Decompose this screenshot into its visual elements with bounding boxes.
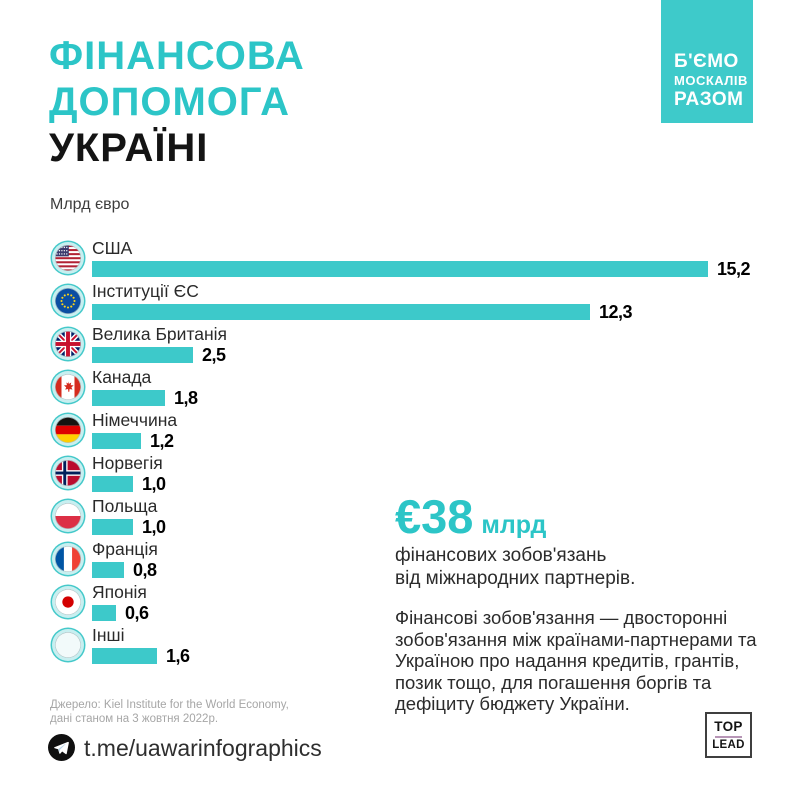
toplead-logo-divider: [715, 735, 742, 738]
badge-line-3: РАЗОМ: [674, 89, 744, 110]
value-bar: [92, 390, 165, 406]
badge-line-1: Б'ЄМО: [674, 51, 739, 72]
value-label: 1,2: [150, 431, 174, 451]
country-label: Японія: [92, 582, 147, 602]
value-label: 1,0: [142, 517, 166, 537]
value-bar: [92, 304, 590, 320]
chart-row: Велика Британія 2,5: [0, 324, 800, 367]
battle-cry-badge: Б'ЄМО МОСКАЛІВ РАЗОМ: [661, 0, 753, 123]
country-label: Інші: [92, 625, 125, 645]
jp-flag-icon: [55, 589, 81, 615]
page-title: ФІНАНСОВА ДОПОМОГА УКРАЇНІ: [49, 33, 305, 171]
value-label: 15,2: [717, 259, 751, 279]
value-label: 1,8: [174, 388, 198, 408]
value-bar: [92, 605, 116, 621]
us-flag-icon: [55, 245, 81, 271]
pl-flag-icon: [55, 503, 81, 529]
value-label: 12,3: [599, 302, 633, 322]
toplead-logo-bottom: LEAD: [712, 739, 745, 751]
battle-cry-text: Б'ЄМО МОСКАЛІВ РАЗОМ: [674, 51, 748, 111]
chart-row: Канада 1,8: [0, 367, 800, 410]
value-label: 0,8: [133, 560, 157, 580]
telegram-link[interactable]: t.me/uawarinfographics: [84, 735, 322, 761]
chart-row: США 15,2: [0, 238, 800, 281]
value-label: 0,6: [125, 603, 149, 623]
total-amount-row: €38 млрд: [395, 489, 791, 544]
toplead-logo: TOP LEAD: [705, 712, 752, 758]
country-label: Канада: [92, 367, 152, 387]
total-callout: €38 млрд фінансових зобов'язань від міжна…: [395, 489, 791, 715]
value-label: 2,5: [202, 345, 226, 365]
chart-row: Франція 0,8: [0, 539, 800, 582]
fr-flag-icon: [55, 546, 81, 572]
value-bar: [92, 476, 133, 492]
total-amount: €38: [395, 490, 474, 543]
value-label: 1,6: [166, 646, 190, 666]
country-label: Інституції ЄС: [92, 281, 199, 301]
value-bar: [92, 562, 124, 578]
other-flag-icon: [55, 632, 81, 658]
source-line-2: дані станом на 3 жовтня 2022р.: [50, 713, 219, 725]
value-bar: [92, 648, 157, 664]
definition-paragraph: Фінансові зобов'язання — двосторонні зоб…: [395, 607, 757, 714]
chart-row: Польща 1,0: [0, 496, 800, 539]
value-bar: [92, 433, 141, 449]
no-flag-icon: [55, 460, 81, 486]
country-label: Франція: [92, 539, 158, 559]
value-bar: [92, 519, 133, 535]
value-bar: [92, 261, 708, 277]
chart-row: Німеччина 1,2: [0, 410, 800, 453]
title-line-1: ФІНАНСОВА: [49, 34, 305, 78]
chart-row: Інші 1,6: [0, 625, 800, 668]
country-label: Велика Британія: [92, 324, 228, 344]
chart-row: Норвегія 1,0: [0, 453, 800, 496]
total-amount-unit: млрд: [481, 511, 547, 539]
telegram-icon: [48, 734, 75, 761]
country-label: США: [92, 238, 133, 258]
chart-row: Інституції ЄС 12,3: [0, 281, 800, 324]
source-note: Джерело: Kiel Institute for the World Ec…: [50, 698, 289, 726]
country-label: Норвегія: [92, 453, 163, 473]
gb-flag-icon: [55, 331, 81, 357]
value-label: 1,0: [142, 474, 166, 494]
title-line-3: УКРАЇНІ: [49, 126, 209, 170]
value-bar: [92, 347, 193, 363]
toplead-logo-top: TOP: [714, 719, 743, 734]
title-line-2: ДОПОМОГА: [49, 80, 290, 124]
ca-flag-icon: [55, 374, 81, 400]
badge-line-2: МОСКАЛІВ: [674, 73, 748, 88]
country-label: Польща: [92, 496, 158, 516]
callout-line-2: від міжнародних партнерів.: [395, 568, 636, 589]
units-label: Млрд євро: [50, 196, 130, 213]
country-label: Німеччина: [92, 410, 178, 430]
callout-line-1: фінансових зобов'язань: [395, 545, 607, 566]
source-line-1: Джерело: Kiel Institute for the World Ec…: [50, 699, 289, 711]
de-flag-icon: [55, 417, 81, 443]
chart-row: Японія 0,6: [0, 582, 800, 625]
eu-flag-icon: [55, 288, 81, 314]
